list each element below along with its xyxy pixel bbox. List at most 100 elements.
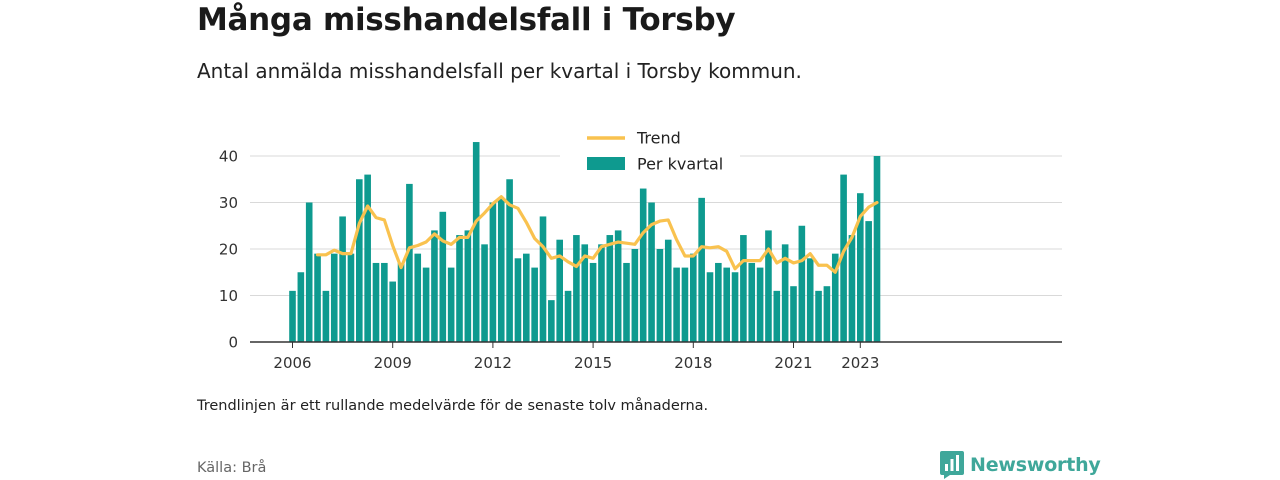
bar <box>431 230 438 342</box>
bar <box>589 262 597 342</box>
bar <box>773 290 781 342</box>
bar <box>330 253 338 342</box>
x-axis: 2006 2009 2012 2015 2018 2021 2023 <box>250 341 1062 372</box>
legend: Trend Per kvartal <box>560 122 740 184</box>
bar <box>673 267 680 342</box>
bar <box>322 290 330 342</box>
source-label: Källa: Brå <box>197 460 267 476</box>
bar <box>873 156 881 342</box>
bar <box>556 239 563 342</box>
bar <box>472 142 480 342</box>
bar <box>297 272 305 342</box>
bar <box>514 258 522 342</box>
bar <box>439 211 447 342</box>
bar <box>840 174 847 342</box>
bar <box>731 272 739 342</box>
bar <box>756 267 764 342</box>
bar <box>489 202 497 342</box>
legend-background <box>560 122 740 184</box>
legend-bar-swatch <box>587 157 625 170</box>
x-tick-label: 2015 <box>574 354 612 372</box>
bar <box>831 253 839 342</box>
x-tick-label: 2018 <box>674 354 712 372</box>
x-tick-label: 2009 <box>374 354 412 372</box>
bar <box>539 216 547 342</box>
bar <box>305 202 313 342</box>
bar <box>581 244 589 342</box>
bar <box>397 262 405 342</box>
chart-title: Många misshandelsfall i Torsby <box>197 2 736 38</box>
bar <box>715 262 722 342</box>
bar <box>406 183 413 342</box>
bar <box>706 272 714 342</box>
bar <box>848 235 856 342</box>
bar-series <box>289 142 881 342</box>
bar <box>823 286 831 342</box>
bar <box>656 249 664 342</box>
trend-series <box>315 195 879 274</box>
bar <box>497 197 505 342</box>
bar <box>381 262 388 342</box>
bar <box>339 216 346 342</box>
bar <box>506 179 513 342</box>
bar <box>523 253 530 342</box>
x-tick-label: 2012 <box>474 354 512 372</box>
bar <box>447 267 455 342</box>
bar <box>740 235 747 342</box>
bar <box>573 235 580 342</box>
bar <box>414 253 422 342</box>
bar <box>464 230 472 342</box>
bar <box>865 221 872 342</box>
y-tick-label: 10 <box>219 287 238 305</box>
bar <box>481 244 488 342</box>
bar <box>598 244 605 342</box>
bar <box>364 174 371 342</box>
y-tick-label: 20 <box>219 241 238 259</box>
bar <box>614 230 622 342</box>
chart-subtitle: Antal anmälda misshandelsfall per kvarta… <box>197 59 802 83</box>
brand-logo: Newsworthy <box>940 451 1101 479</box>
bar <box>289 290 296 342</box>
bar <box>606 235 614 342</box>
bar <box>531 267 538 342</box>
bar <box>815 290 822 342</box>
bar <box>765 230 772 342</box>
bar <box>790 286 797 342</box>
bar <box>748 262 756 342</box>
bar <box>389 281 396 342</box>
bar <box>356 179 363 342</box>
bar <box>781 244 789 342</box>
y-axis: 0 10 20 30 40 <box>219 148 238 352</box>
newsworthy-chart-icon <box>940 451 964 479</box>
bar <box>347 253 355 342</box>
bar <box>723 267 730 342</box>
bar <box>648 202 655 342</box>
bar <box>639 188 647 342</box>
y-tick-label: 30 <box>219 194 238 212</box>
bar <box>372 262 380 342</box>
bar <box>456 235 463 342</box>
bar <box>681 267 689 342</box>
bar <box>664 239 672 342</box>
trend-line <box>315 195 879 274</box>
x-tick-label: 2021 <box>774 354 812 372</box>
brand-name: Newsworthy <box>970 454 1101 476</box>
legend-trend-label: Trend <box>636 129 681 148</box>
y-tick-label: 40 <box>219 148 238 166</box>
bar <box>422 267 430 342</box>
bar <box>857 193 864 342</box>
bar <box>564 290 572 342</box>
legend-bar-label: Per kvartal <box>637 155 723 174</box>
bar <box>623 262 630 342</box>
x-tick-label: 2006 <box>273 354 311 372</box>
chart-note: Trendlinjen är ett rullande medelvärde f… <box>197 398 709 414</box>
bar <box>548 300 555 342</box>
bar <box>698 197 705 342</box>
bar <box>690 253 697 342</box>
x-tick-label: 2023 <box>841 354 879 372</box>
bar <box>631 249 639 342</box>
bar <box>314 253 321 342</box>
bar <box>806 258 814 342</box>
bar <box>798 225 806 342</box>
